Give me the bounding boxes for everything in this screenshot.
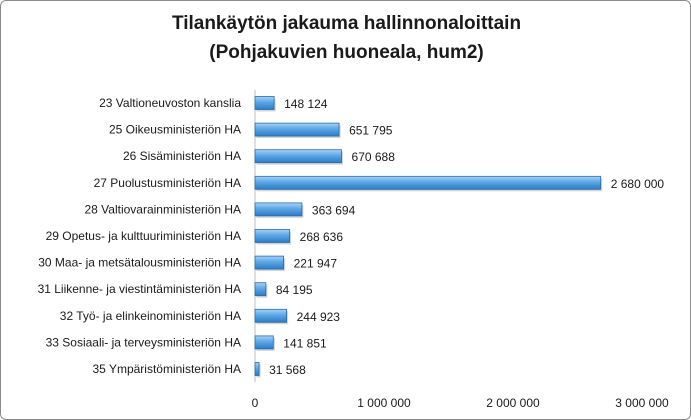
data-label: 84 195 [276, 283, 313, 297]
category-label: 29 Opetus- ja kulttuuriministeriön HA [46, 229, 241, 243]
x-tick-label: 3 000 000 [615, 396, 669, 410]
data-label: 268 636 [300, 230, 344, 244]
data-label: 363 694 [312, 203, 356, 217]
category-label: 33 Sosiaali- ja terveysministeriön HA [46, 335, 241, 349]
chart-title-line-1: Tilankäytön jakauma hallinnonaloittain [171, 13, 522, 34]
bar [254, 362, 260, 376]
bar [254, 282, 267, 297]
category-label: 23 Valtioneuvoston kanslia [99, 96, 241, 110]
data-label: 148 124 [284, 97, 328, 111]
data-label: 670 688 [352, 150, 396, 164]
x-tick-label: 2 000 000 [486, 396, 540, 410]
bar [254, 229, 291, 243]
bar [254, 122, 340, 137]
bar [254, 149, 342, 164]
x-tick-label: 0 [252, 396, 259, 410]
category-label: 28 Valtiovarainministeriön HA [84, 202, 241, 216]
bar [254, 308, 287, 323]
chart-title-line-2: (Pohjakuvien huoneala, hum2) [209, 42, 484, 63]
data-label: 221 947 [294, 257, 338, 271]
x-tick-label: 1 000 000 [357, 396, 411, 410]
category-label: 31 Liikenne- ja viestintäministeriön HA [38, 282, 241, 296]
category-label: 27 Puolustusministeriön HA [94, 176, 241, 190]
bar [254, 96, 275, 110]
data-label: 141 851 [283, 336, 327, 350]
category-label: 25 Oikeusministeriön HA [109, 123, 241, 137]
data-label: 2 680 000 [611, 177, 665, 191]
category-label: 26 Sisäministeriön HA [123, 149, 241, 163]
category-label: 30 Maa- ja metsätalousministeriön HA [38, 256, 241, 270]
bar [254, 255, 285, 270]
data-label: 244 923 [297, 310, 341, 324]
data-label: 651 795 [349, 124, 393, 138]
data-label: 31 568 [269, 363, 306, 377]
bar [254, 175, 602, 190]
bar [254, 335, 274, 350]
category-label: 35 Ympäristöministeriön HA [92, 362, 241, 376]
bar [254, 202, 303, 217]
category-label: 32 Työ- ja elinkeinoministeriön HA [60, 309, 241, 323]
